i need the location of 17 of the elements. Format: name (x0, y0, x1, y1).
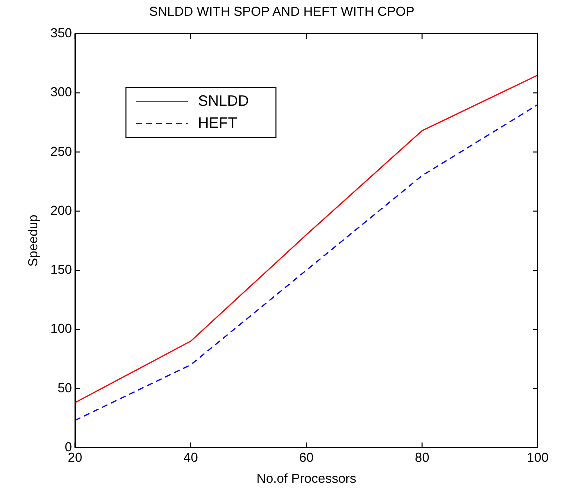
y-tick-label: 100 (50, 321, 72, 336)
y-tick-label: 0 (65, 439, 72, 454)
x-tick-label: 80 (415, 450, 430, 466)
x-axis-title: No.of Processors (256, 470, 357, 486)
legend-label: SNLDD (198, 92, 250, 110)
y-tick-label: 350 (50, 26, 72, 41)
x-tick-label: 60 (299, 450, 314, 466)
y-tick-label: 300 (50, 84, 72, 100)
y-tick-label: 50 (58, 380, 72, 396)
y-tick-label: 200 (50, 202, 72, 218)
x-tick-label: 100 (527, 450, 549, 466)
chart-title: SNLDD WITH SPOP AND HEFT WITH CPOP (148, 4, 416, 19)
y-tick-label: 250 (50, 144, 72, 159)
legend-label: HEFT (198, 114, 238, 132)
y-axis-title: Speedup (25, 214, 40, 267)
x-tick-label: 40 (184, 450, 198, 466)
y-tick-label: 150 (50, 262, 72, 278)
